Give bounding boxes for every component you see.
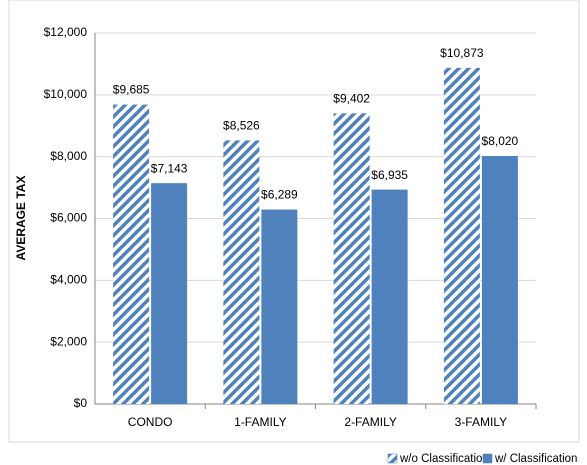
value-label: $8,526: [223, 119, 260, 133]
value-label: $6,935: [371, 168, 408, 182]
bar: [223, 140, 260, 405]
bar: [481, 156, 518, 404]
y-axis-title: AVERAGE TAX: [14, 176, 28, 261]
y-tick-label: $12,000: [44, 25, 88, 39]
value-label: $6,289: [261, 188, 298, 202]
value-label: $9,685: [113, 83, 150, 97]
bar: [261, 209, 298, 404]
y-tick-label: $2,000: [50, 334, 87, 348]
value-label: $8,020: [482, 134, 519, 148]
value-label: $10,873: [440, 46, 484, 60]
x-tick-label: 1-FAMILY: [234, 415, 286, 429]
value-label: $7,143: [151, 161, 188, 175]
legend-swatch: [482, 453, 493, 464]
legend-label: w/ Classification: [494, 453, 577, 465]
y-tick-label: $4,000: [50, 273, 87, 287]
bar: [333, 113, 370, 404]
legend-label: w/o Classification: [399, 453, 489, 465]
bar: [113, 104, 150, 404]
bar: [443, 67, 480, 405]
y-tick-label: $8,000: [50, 149, 87, 163]
bar: [371, 189, 408, 404]
y-tick-label: $6,000: [50, 211, 87, 225]
x-tick-label: 3-FAMILY: [455, 415, 507, 429]
bar: [151, 183, 188, 404]
y-tick-label: $0: [74, 396, 88, 410]
value-label: $9,402: [333, 91, 370, 105]
x-tick-label: 2-FAMILY: [344, 415, 396, 429]
legend-swatch: [387, 453, 398, 464]
y-tick-label: $10,000: [44, 87, 88, 101]
x-tick-label: CONDO: [128, 415, 173, 429]
